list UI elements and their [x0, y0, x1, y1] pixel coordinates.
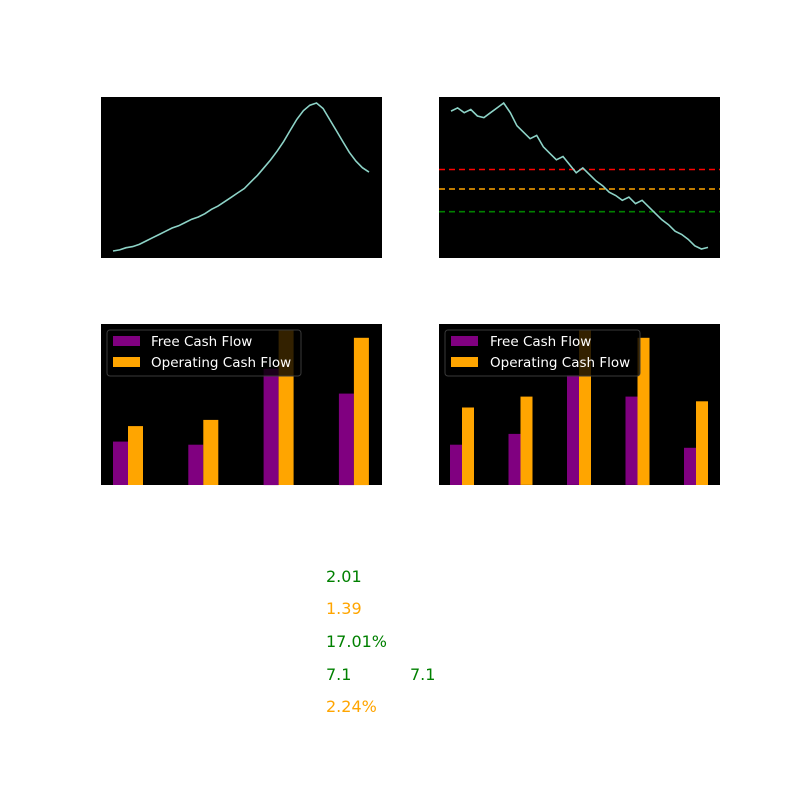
- panel-top-right: [439, 97, 720, 258]
- bar-operating-cash-flow-2: [520, 396, 533, 485]
- bar-free-cash-flow-4: [338, 393, 354, 486]
- metric-value-3: 17.01%: [326, 632, 388, 651]
- legend-label-operating-cash-flow: Operating Cash Flow: [490, 355, 630, 371]
- legend-box: [106, 329, 302, 377]
- price-line-top-right: [450, 101, 709, 250]
- bar-free-cash-flow-3: [567, 374, 579, 485]
- legend-box: [444, 329, 641, 377]
- legend-swatch-free-cash-flow: [451, 336, 478, 346]
- bar-operating-cash-flow-4: [353, 337, 369, 486]
- legend-label-operating-cash-flow: Operating Cash Flow: [151, 355, 291, 371]
- bar-operating-cash-flow-1: [128, 426, 143, 485]
- bar-operating-cash-flow-5: [696, 401, 708, 485]
- bar-free-cash-flow-1: [113, 441, 128, 485]
- metric-value-1: 2.01: [326, 567, 362, 586]
- bar-free-cash-flow-3: [263, 368, 279, 486]
- metric-value-4: 7.1: [326, 665, 352, 684]
- bar-free-cash-flow-2: [188, 444, 204, 485]
- metric-value-4-extra: 7.1: [410, 665, 436, 684]
- price-line-top-left: [112, 102, 370, 252]
- legend-swatch-operating-cash-flow: [451, 357, 478, 367]
- plot-area-top-right: [439, 97, 720, 258]
- legend-swatch-free-cash-flow: [113, 336, 140, 346]
- legend-bottom-left: Free Cash Flow Operating Cash Flow: [106, 329, 302, 377]
- bar-free-cash-flow-5: [684, 447, 696, 485]
- panel-bottom-right: Free Cash Flow Operating Cash Flow: [439, 324, 720, 486]
- legend-label-free-cash-flow: Free Cash Flow: [151, 334, 252, 350]
- legend-swatch-operating-cash-flow: [113, 357, 140, 367]
- panel-bottom-left: Free Cash Flow Operating Cash Flow: [101, 324, 382, 486]
- bar-operating-cash-flow-1: [462, 407, 474, 485]
- bar-operating-cash-flow-4: [637, 337, 650, 486]
- plot-area-top-left: [101, 97, 382, 258]
- bar-free-cash-flow-2: [508, 433, 521, 485]
- metric-value-2: 1.39: [326, 599, 362, 618]
- legend-label-free-cash-flow: Free Cash Flow: [490, 334, 591, 350]
- bar-operating-cash-flow-2: [203, 419, 219, 485]
- legend-bottom-right: Free Cash Flow Operating Cash Flow: [444, 329, 641, 377]
- metric-value-5: 2.24%: [326, 697, 377, 716]
- panel-top-left: [101, 97, 382, 258]
- bar-free-cash-flow-4: [625, 396, 638, 485]
- bar-free-cash-flow-1: [450, 444, 462, 485]
